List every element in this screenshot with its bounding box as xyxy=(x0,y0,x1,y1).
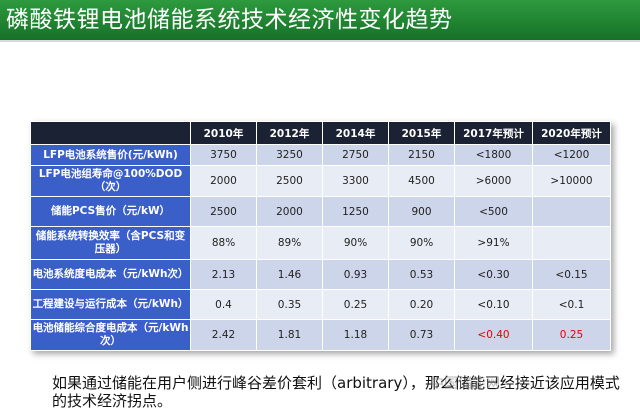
table-cell: 0.25 xyxy=(322,289,389,320)
table-cell: 1.46 xyxy=(256,259,323,290)
table-cell xyxy=(532,196,611,227)
row-label: 电池系统度电成本（元/kWh次） xyxy=(30,259,191,290)
table-cell: 0.73 xyxy=(388,319,455,351)
row-label: 储能系统转换效率（含PCS和变压器） xyxy=(30,226,191,260)
table-row: 储能系统转换效率（含PCS和变压器） 88% 89% 90% 90% >91% xyxy=(30,226,611,260)
table-header-row: 2010年 2012年 2014年 2015年 2017年预计 2020年预计 xyxy=(30,121,611,145)
table-cell: 1.18 xyxy=(322,319,389,351)
table-cell: 1250 xyxy=(322,196,389,227)
table-cell: 2500 xyxy=(256,165,323,197)
table-cell: 2000 xyxy=(256,196,323,227)
table-cell: 0.53 xyxy=(388,259,455,290)
highlight-cell: 0.25 xyxy=(532,319,611,351)
table-cell: <0.1 xyxy=(532,289,611,320)
row-label: 储能PCS售价（元/kW） xyxy=(30,196,191,227)
table-cell: >91% xyxy=(454,226,533,260)
table-cell: 2.13 xyxy=(190,259,257,290)
table-cell: 0.4 xyxy=(190,289,257,320)
table-cell: 3750 xyxy=(190,144,257,166)
table-row: LFP电池系统售价(元/kWh) 3750 3250 2750 2150 <18… xyxy=(30,144,611,166)
table-cell: >10000 xyxy=(532,165,611,197)
row-label: 电池储能综合度电成本（元/kWh次） xyxy=(30,319,191,351)
table-cell: <0.10 xyxy=(454,289,533,320)
table-cell: 4500 xyxy=(388,165,455,197)
conclusion-note: 如果通过储能在用户侧进行峰谷差价套利（arbitrary），那么储能已经接近该应… xyxy=(52,374,620,410)
table-cell: 2150 xyxy=(388,144,455,166)
page-title: 磷酸铁锂电池储能系统技术经济性变化趋势 xyxy=(6,7,453,33)
table-cell: 1.81 xyxy=(256,319,323,351)
table-cell: 2.42 xyxy=(190,319,257,351)
year-header: 2020年预计 xyxy=(532,121,611,145)
table-cell: 3250 xyxy=(256,144,323,166)
row-label: LFP电池系统售价(元/kWh) xyxy=(30,144,191,166)
cost-trend-table: 2010年 2012年 2014年 2015年 2017年预计 2020年预计 … xyxy=(30,121,611,351)
table-row: 电池储能综合度电成本（元/kWh次） 2.42 1.81 1.18 0.73 <… xyxy=(30,319,611,351)
row-label: 工程建设与运行成本（元/kWh） xyxy=(30,289,191,320)
table-row: 电池系统度电成本（元/kWh次） 2.13 1.46 0.93 0.53 <0.… xyxy=(30,259,611,290)
table-cell: <0.30 xyxy=(454,259,533,290)
table-cell: 2500 xyxy=(190,196,257,227)
table-row: LFP电池组寿命@100%DOD（次） 2000 2500 3300 4500 … xyxy=(30,165,611,197)
table-cell: 0.93 xyxy=(322,259,389,290)
table-cell: 2750 xyxy=(322,144,389,166)
table-cell: 900 xyxy=(388,196,455,227)
table-cell: <1200 xyxy=(532,144,611,166)
table-cell: 0.35 xyxy=(256,289,323,320)
table-cell: 3300 xyxy=(322,165,389,197)
title-divider xyxy=(0,40,640,42)
table-cell: 89% xyxy=(256,226,323,260)
year-header: 2015年 xyxy=(388,121,455,145)
year-header: 2010年 xyxy=(190,121,257,145)
watermark-text: 中国储能网 xyxy=(430,376,500,392)
year-header: 2012年 xyxy=(256,121,323,145)
header-corner-cell xyxy=(30,121,191,145)
row-label: LFP电池组寿命@100%DOD（次） xyxy=(30,165,191,197)
table-cell: <0.15 xyxy=(532,259,611,290)
table-row: 工程建设与运行成本（元/kWh） 0.4 0.35 0.25 0.20 <0.1… xyxy=(30,289,611,320)
table-cell: 88% xyxy=(190,226,257,260)
table-cell: 2000 xyxy=(190,165,257,197)
year-header: 2017年预计 xyxy=(454,121,533,145)
table-cell: <500 xyxy=(454,196,533,227)
table-cell: 0.20 xyxy=(388,289,455,320)
table-cell: 90% xyxy=(388,226,455,260)
table-cell: <1800 xyxy=(454,144,533,166)
highlight-cell: <0.40 xyxy=(454,319,533,351)
title-bar: 磷酸铁锂电池储能系统技术经济性变化趋势 xyxy=(0,0,640,40)
table-row: 储能PCS售价（元/kW） 2500 2000 1250 900 <500 xyxy=(30,196,611,227)
year-header: 2014年 xyxy=(322,121,389,145)
table-cell xyxy=(532,226,611,260)
table-cell: >6000 xyxy=(454,165,533,197)
table-cell: 90% xyxy=(322,226,389,260)
